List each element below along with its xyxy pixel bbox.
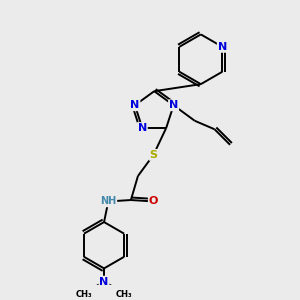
Text: N: N bbox=[218, 42, 227, 52]
Text: N: N bbox=[138, 123, 147, 133]
Text: N: N bbox=[130, 100, 140, 110]
Text: CH₃: CH₃ bbox=[76, 290, 93, 299]
Text: NH: NH bbox=[100, 196, 116, 206]
Text: N: N bbox=[169, 100, 178, 110]
Text: N: N bbox=[99, 277, 109, 287]
Text: CH₃: CH₃ bbox=[116, 290, 132, 299]
Text: O: O bbox=[149, 196, 158, 206]
Text: S: S bbox=[149, 150, 158, 160]
